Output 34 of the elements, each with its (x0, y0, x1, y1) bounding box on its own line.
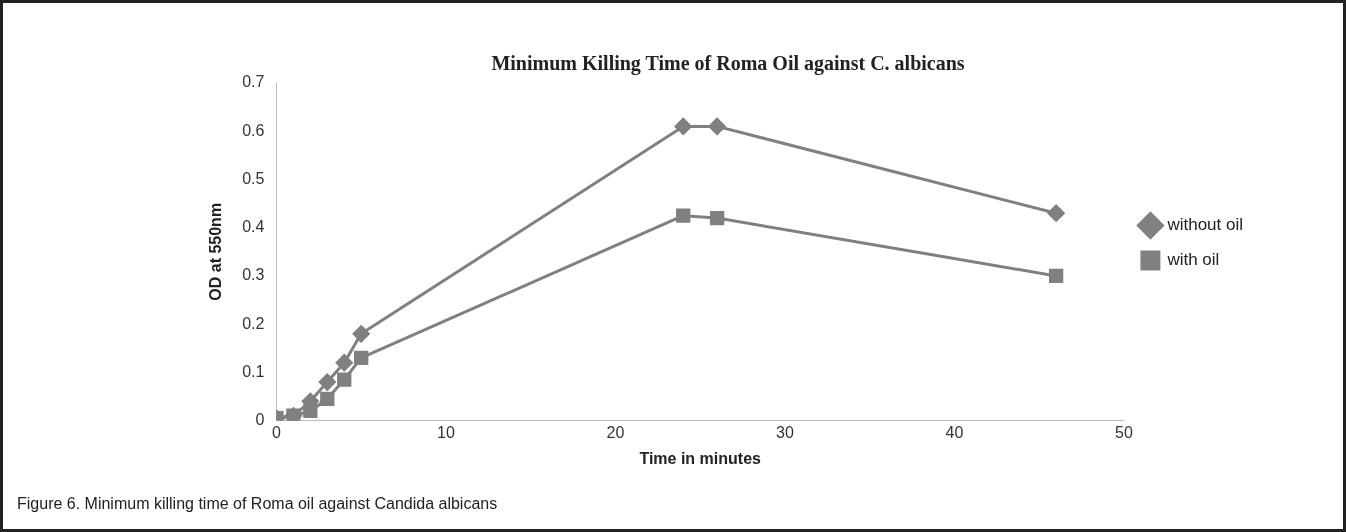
point (1047, 204, 1065, 222)
point (335, 354, 353, 372)
y-tick-label: 0.7 (242, 73, 265, 91)
point (352, 325, 370, 343)
point (354, 350, 369, 366)
caption: Figure 6. Minimum killing time of Roma oil against Candida albicans (17, 495, 498, 513)
y-axis-title: OD at 550nm (207, 202, 225, 301)
y-tick-label: 0.5 (242, 169, 265, 187)
x-axis-title: Time in minutes (639, 449, 762, 467)
y-tick-label: 0.1 (242, 362, 265, 380)
x-tick-label: 40 (945, 423, 964, 441)
point (318, 373, 336, 391)
point (708, 117, 726, 135)
point (320, 391, 335, 407)
chart-title: Minimum Killing Time of Roma Oil against C. albicans (491, 52, 965, 76)
y-tick-label: 0 (255, 411, 265, 429)
x-tick-label: 0 (271, 423, 281, 441)
point (286, 408, 301, 421)
point (337, 372, 352, 387)
y-tick-label: 0.6 (242, 121, 265, 139)
y-tick-label: 0.2 (242, 314, 265, 332)
legend-label: with oil (1166, 250, 1220, 270)
point (1048, 268, 1064, 284)
x-tick-label: 50 (1115, 423, 1133, 441)
point (674, 117, 692, 135)
x-tick-label: 10 (437, 423, 455, 441)
x-tick-label: 20 (606, 423, 625, 441)
y-tick-label: 0.3 (242, 266, 265, 284)
point (303, 403, 318, 419)
legend-label: without oil (1166, 215, 1244, 235)
x-tick-label: 30 (776, 423, 794, 441)
point (676, 208, 691, 223)
point (709, 210, 725, 226)
y-tick-label: 0.4 (242, 218, 265, 236)
